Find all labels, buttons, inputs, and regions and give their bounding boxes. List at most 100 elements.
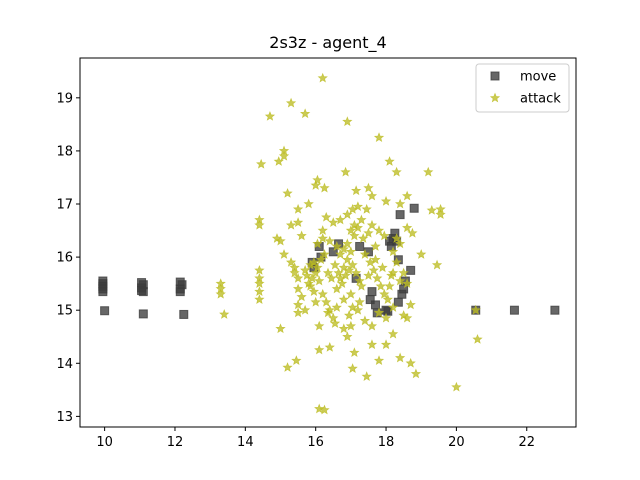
- attack-point: [391, 256, 402, 267]
- attack-point: [254, 264, 265, 275]
- attack-point: [292, 283, 304, 294]
- attack-point: [359, 315, 371, 326]
- attack-point: [296, 291, 307, 302]
- attack-point: [338, 323, 349, 334]
- attack-point: [343, 310, 355, 320]
- attack-point: [380, 195, 392, 206]
- attack-point: [292, 217, 304, 227]
- attack-point: [366, 320, 378, 331]
- attack-point: [342, 331, 353, 342]
- attack-point: [394, 238, 406, 249]
- attack-point: [379, 288, 390, 299]
- attack-point: [317, 225, 328, 235]
- move-point: [175, 287, 185, 297]
- attack-point: [314, 320, 325, 331]
- attack-point: [340, 270, 351, 281]
- attack-point: [275, 235, 286, 246]
- attack-point: [273, 156, 284, 166]
- attack-point: [308, 286, 320, 296]
- y-tick-label: 19: [56, 91, 73, 106]
- attack-point: [299, 108, 311, 119]
- attack-point: [312, 262, 323, 273]
- data-points: [98, 72, 560, 415]
- attack-point: [301, 270, 313, 281]
- attack-point: [321, 296, 332, 307]
- attack-point: [314, 344, 325, 355]
- attack-point: [322, 267, 334, 278]
- attack-point: [310, 267, 321, 278]
- attack-point: [308, 256, 320, 267]
- attack-point: [470, 304, 481, 315]
- attack-point: [319, 249, 330, 259]
- attack-point: [317, 72, 328, 83]
- attack-point: [317, 288, 328, 299]
- attack-point: [373, 355, 385, 366]
- y-tick-label: 14: [56, 357, 73, 372]
- attack-point: [377, 262, 388, 273]
- legend: move attack: [475, 63, 570, 113]
- attack-point: [394, 198, 406, 209]
- attack-point: [410, 368, 422, 379]
- attack-point: [310, 296, 321, 307]
- axes-frame: [79, 57, 577, 428]
- move-point: [138, 287, 148, 297]
- attack-point: [401, 222, 413, 233]
- attack-point: [285, 97, 297, 108]
- attack-point: [331, 283, 342, 294]
- attack-point: [254, 294, 265, 304]
- attack-point: [254, 286, 265, 296]
- attack-point: [285, 256, 297, 267]
- x-tick-label: 10: [96, 435, 113, 450]
- attack-point: [310, 179, 321, 190]
- attack-point: [296, 230, 307, 241]
- y-tick-label: 17: [56, 198, 73, 213]
- attack-point: [321, 211, 332, 222]
- attack-point: [264, 110, 276, 121]
- attack-point: [329, 259, 341, 270]
- attack-point: [361, 203, 372, 214]
- attack-point: [401, 278, 413, 289]
- attack-point: [254, 278, 265, 289]
- attack-point: [342, 209, 353, 220]
- attack-point: [370, 254, 381, 265]
- attack-point: [366, 339, 378, 350]
- attack-point: [366, 190, 378, 201]
- attack-point: [366, 219, 378, 230]
- attack-point: [328, 217, 339, 227]
- attack-point: [349, 347, 360, 358]
- attack-point: [416, 249, 427, 259]
- attack-point: [219, 309, 230, 319]
- attack-point: [303, 198, 314, 209]
- y-tick-label: 18: [56, 144, 73, 159]
- attack-point: [354, 296, 365, 307]
- move-point: [395, 210, 405, 220]
- attack-point: [342, 254, 353, 265]
- attack-point: [407, 227, 418, 238]
- legend-marker-move: [490, 71, 500, 81]
- attack-point: [299, 304, 311, 315]
- attack-point: [278, 150, 290, 161]
- attack-point: [312, 238, 323, 249]
- attack-point: [315, 254, 327, 265]
- attack-point: [356, 280, 367, 291]
- attack-point: [472, 333, 483, 344]
- move-point: [355, 241, 365, 251]
- attack-point: [373, 225, 385, 235]
- attack-point: [356, 214, 367, 225]
- x-tick-label: 16: [307, 435, 324, 450]
- y-tick-label: 15: [56, 304, 73, 319]
- attack-point: [256, 158, 267, 169]
- attack-point: [292, 203, 304, 214]
- attack-point: [282, 362, 293, 372]
- attack-point: [380, 312, 392, 323]
- attack-point: [314, 275, 325, 286]
- attack-point: [401, 312, 413, 323]
- move-point: [393, 297, 403, 307]
- x-tick-label: 12: [167, 435, 184, 450]
- attack-point: [254, 219, 265, 230]
- attack-point: [363, 270, 374, 281]
- attack-point: [342, 238, 353, 249]
- legend-label-move: move: [520, 70, 556, 85]
- legend-marker-attack: [489, 92, 501, 103]
